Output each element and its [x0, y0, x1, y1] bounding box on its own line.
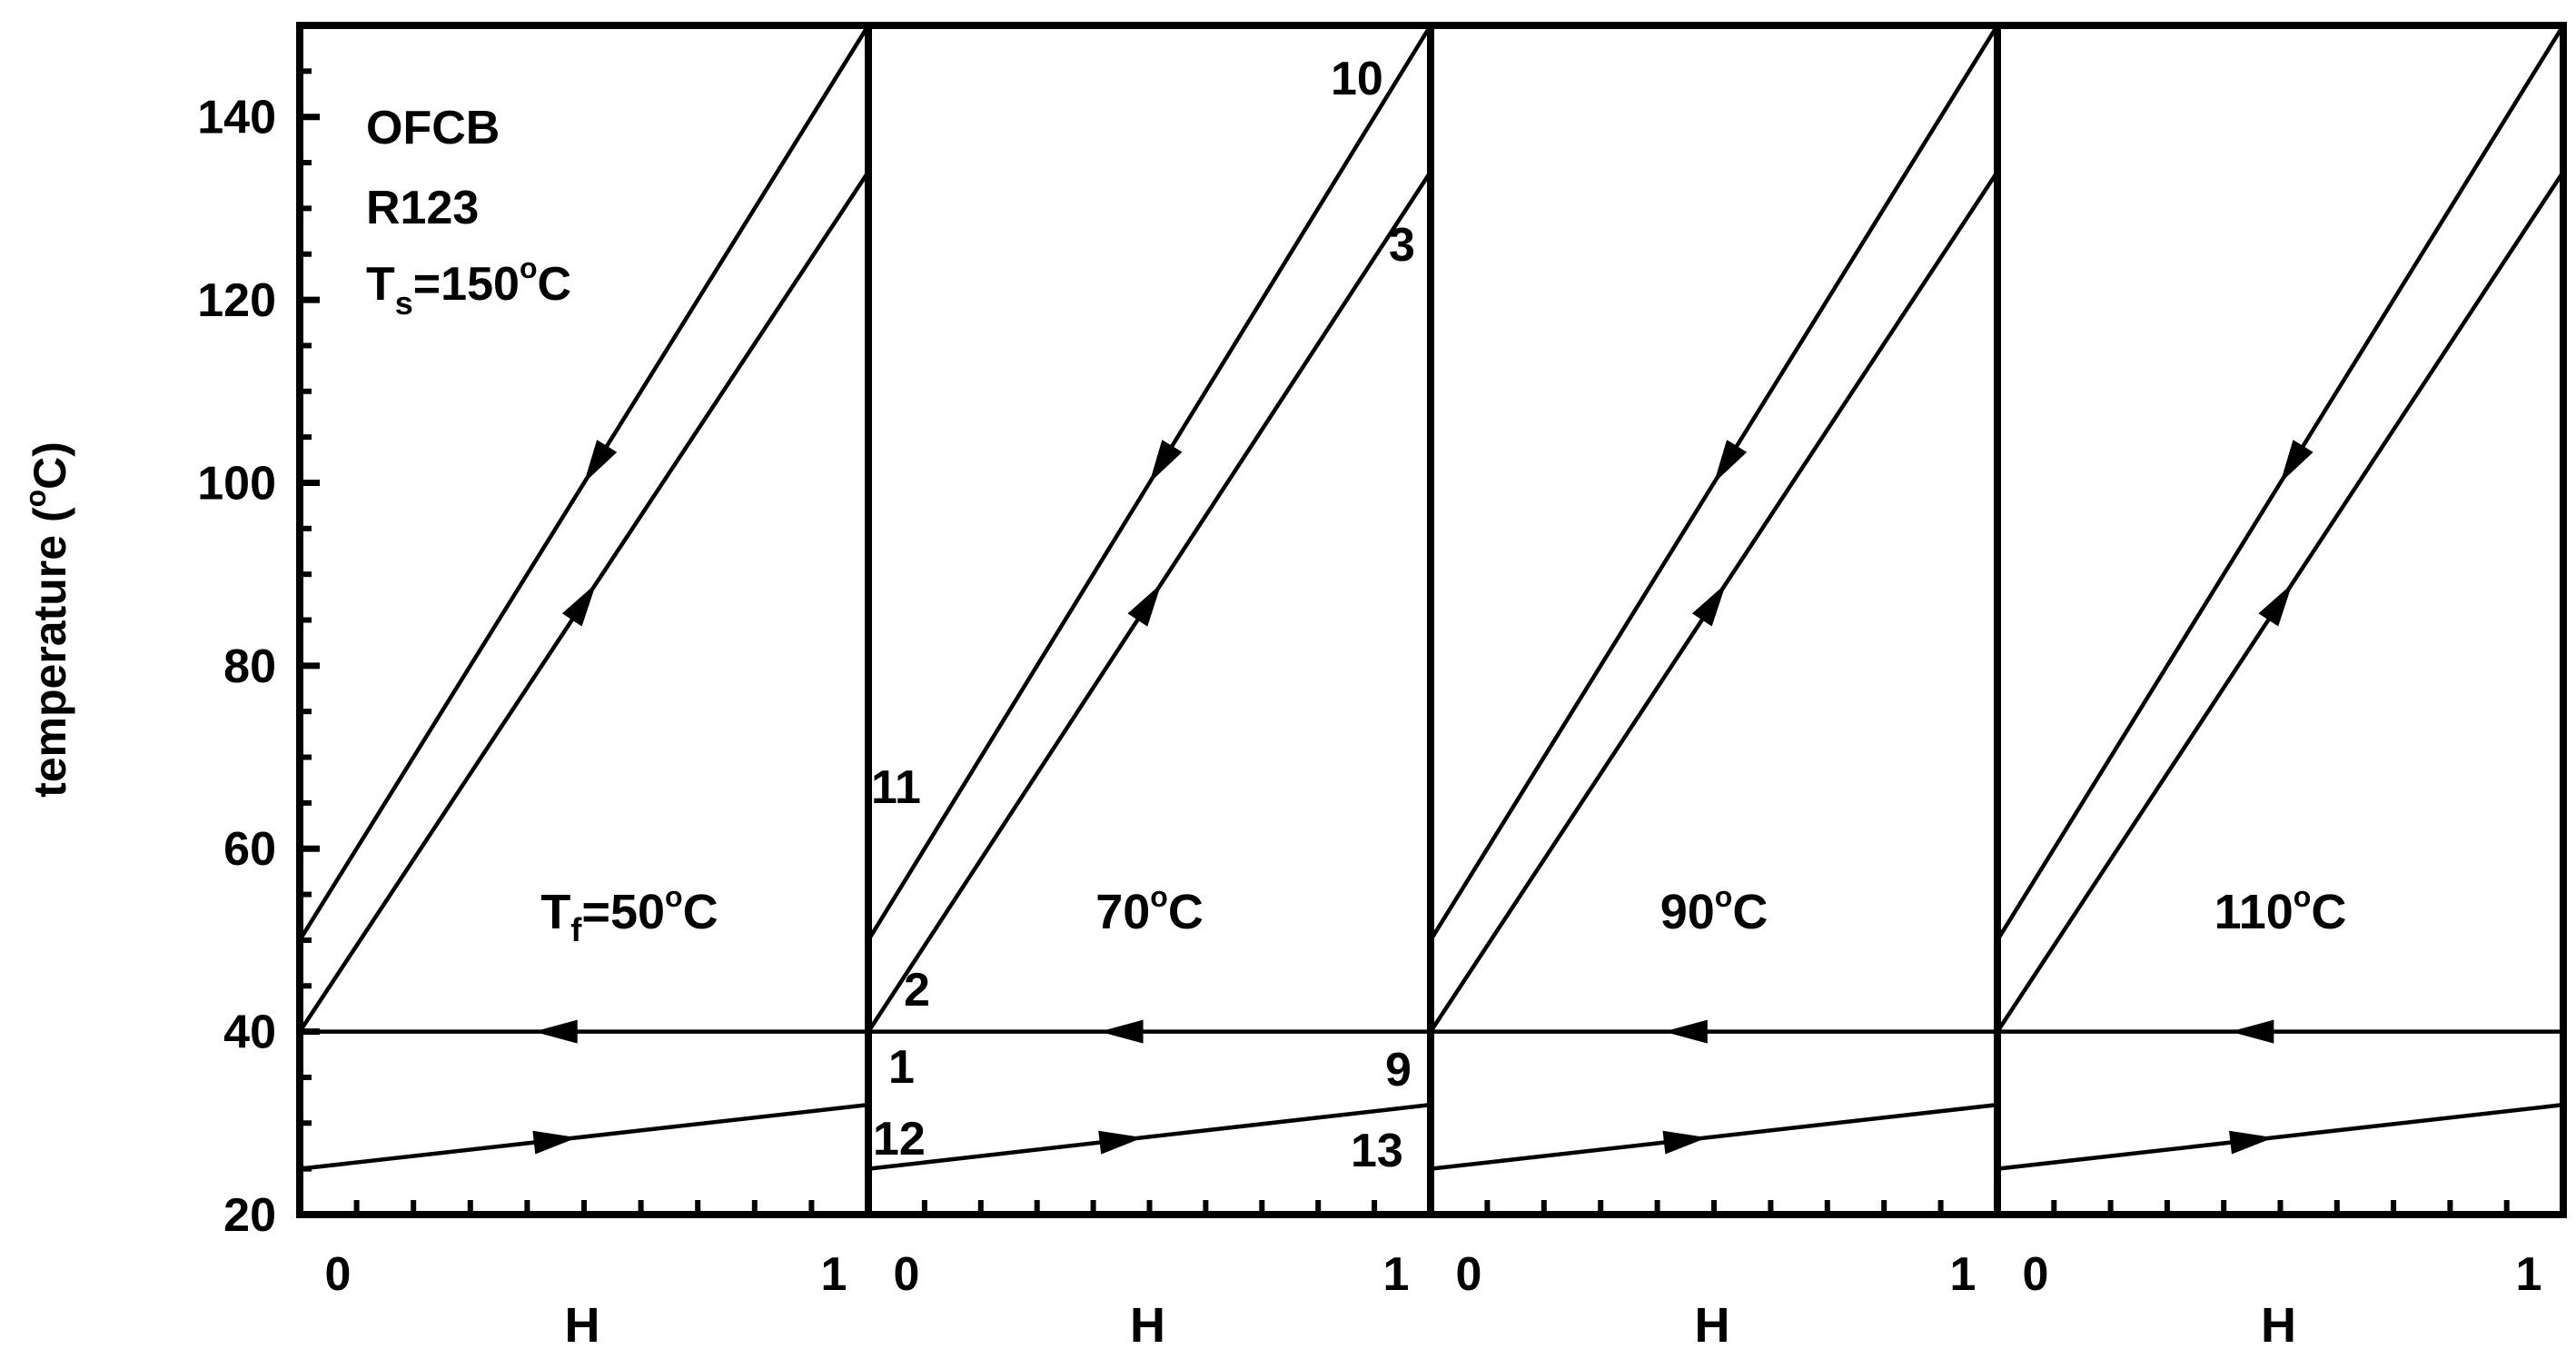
direction-arrow — [1098, 1130, 1144, 1155]
state-point-label: 12 — [873, 1113, 926, 1166]
panel-label: Tf=50oC — [540, 880, 718, 948]
panel-label-superscript: o — [1715, 880, 1733, 913]
direction-arrow — [2229, 1130, 2274, 1155]
x-axis-label: H — [2261, 1298, 2296, 1353]
y-tick-label: 100 — [197, 457, 276, 510]
x-tick-label: 1 — [821, 1248, 847, 1301]
panel-label-unit: C — [1732, 885, 1768, 939]
state-point-label: 3 — [1389, 219, 1415, 272]
series-curves — [298, 24, 2565, 1171]
direction-arrow — [1099, 1019, 1144, 1044]
series-line — [1996, 1102, 2564, 1171]
annotation-ts-superscript: o — [520, 252, 538, 284]
panel-label: 70oC — [1095, 880, 1204, 939]
panel-label: 90oC — [1660, 880, 1769, 939]
y-tick-label: 80 — [223, 640, 276, 693]
y-tick-label: 60 — [223, 823, 276, 876]
axes — [296, 22, 2567, 1218]
annotation-line3: Ts=150oC — [366, 252, 571, 322]
direction-arrow — [2280, 440, 2313, 483]
panel-label-value: 70 — [1095, 885, 1150, 939]
annotation-ts-main: T — [366, 258, 395, 311]
panel-label-unit: C — [2311, 885, 2346, 939]
panel-label-superscript: o — [1150, 880, 1168, 913]
direction-arrow — [1662, 1130, 1708, 1155]
panel-label-value: =50 — [581, 885, 665, 939]
panel-label-superscript: o — [2294, 880, 2312, 913]
series-line — [299, 1102, 869, 1171]
state-point-label: 2 — [904, 964, 930, 1017]
x-tick-label: 1 — [1383, 1248, 1410, 1301]
y-axis-label: temperature (oC) — [19, 441, 75, 798]
direction-arrow — [1713, 440, 1748, 483]
y-tick-label: 120 — [197, 274, 276, 327]
state-point-label: 13 — [1351, 1125, 1403, 1177]
x-tick-label: 0 — [1456, 1248, 1482, 1301]
x-axis-label: H — [1130, 1298, 1165, 1353]
direction-arrow — [532, 1130, 578, 1155]
panel-label-superscript: o — [665, 880, 683, 913]
direction-arrow — [583, 440, 618, 483]
state-point-label: 11 — [871, 761, 921, 814]
x-tick-label: 0 — [325, 1248, 352, 1301]
annotation-line1: OFCB — [366, 102, 500, 154]
state-point-label: 1 — [888, 1041, 915, 1094]
annotation-line2: R123 — [366, 182, 479, 234]
panel-label-prefix: T — [540, 885, 570, 939]
direction-arrow — [1149, 440, 1183, 483]
series-line — [1430, 1102, 1998, 1171]
ylabel-superscript: o — [19, 490, 52, 508]
series-line — [867, 1102, 1432, 1171]
direction-arrow — [1127, 583, 1162, 627]
state-point-label: 9 — [1385, 1044, 1412, 1096]
x-tick-label: 1 — [1950, 1248, 1977, 1301]
annotation-ts-value: =150 — [413, 258, 520, 311]
annotation-ts-unit: C — [537, 258, 571, 311]
direction-arrow — [533, 1019, 578, 1044]
y-tick-label: 40 — [223, 1007, 276, 1059]
ylabel-text: temperature ( — [25, 507, 75, 798]
state-point-label: 10 — [1331, 53, 1383, 105]
ylabel-unit: C) — [25, 441, 75, 490]
panel-label: 110oC — [2214, 880, 2347, 939]
panel-label-value: 110 — [2214, 885, 2294, 939]
x-tick-label: 1 — [2516, 1248, 2542, 1301]
panel-label-unit: C — [683, 885, 718, 939]
x-axis-label: H — [1695, 1298, 1730, 1353]
direction-arrow — [1691, 583, 1727, 627]
y-tick-label: 140 — [197, 92, 276, 144]
x-tick-label: 0 — [894, 1248, 920, 1301]
x-axis-label: H — [565, 1298, 600, 1353]
direction-arrow — [561, 583, 597, 627]
annotation-ts-subscript: s — [395, 284, 413, 322]
x-tick-label: 0 — [2023, 1248, 2049, 1301]
direction-arrow — [1663, 1019, 1708, 1044]
y-tick-label: 20 — [223, 1189, 276, 1242]
panel-label-unit: C — [1168, 885, 1204, 939]
direction-arrow — [2258, 583, 2293, 627]
panel-label-subscript: f — [570, 911, 582, 948]
panel-label-value: 90 — [1660, 885, 1715, 939]
direction-arrow — [2230, 1019, 2274, 1044]
